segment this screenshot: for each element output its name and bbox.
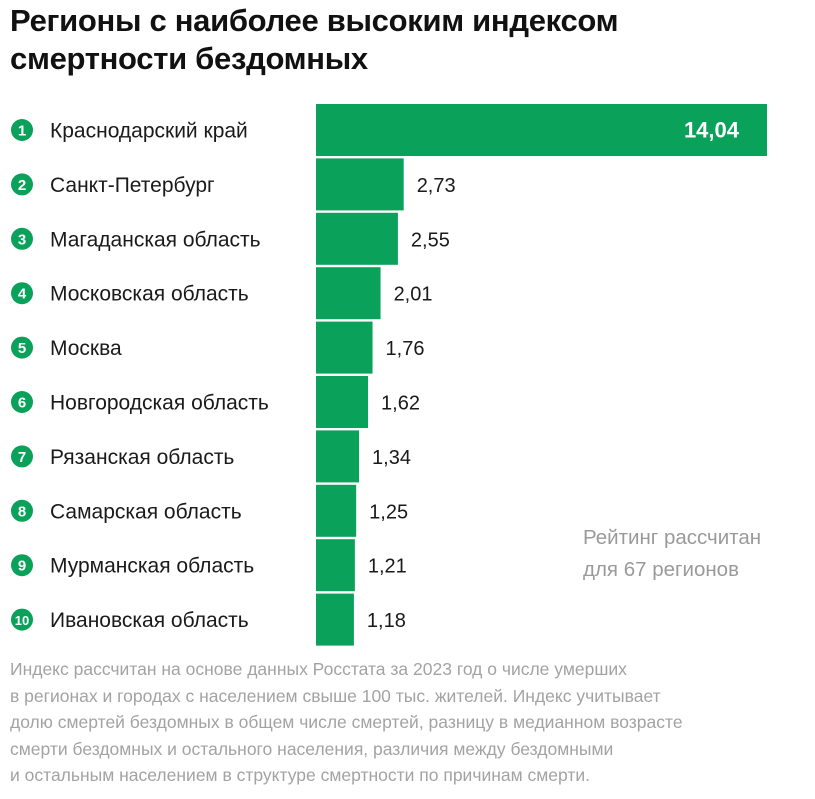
bar — [316, 593, 354, 646]
rank-number: 9 — [18, 558, 26, 575]
value-label: 2,01 — [394, 284, 433, 306]
rank-badge — [11, 554, 33, 577]
bar-row: 5 Москва 1,76 — [11, 321, 425, 374]
bar-row: 8 Самарская область 1,25 — [11, 484, 408, 537]
bar — [316, 430, 360, 483]
rank-number: 4 — [18, 286, 27, 303]
category-label: Новгородская область — [50, 392, 269, 415]
value-label: 1,25 — [369, 501, 408, 523]
bar-row: 10 Ивановская область 1,18 — [11, 593, 406, 646]
bar-row: 9 Мурманская область 1,21 — [11, 539, 407, 592]
category-label: Магаданская область — [50, 228, 261, 251]
bar — [316, 321, 373, 374]
ranking-note: Рейтинг рассчитан для 67 регионов — [583, 522, 808, 586]
bar — [316, 158, 404, 211]
category-label: Самарская область — [50, 500, 242, 523]
category-label: Ивановская область — [50, 609, 249, 632]
value-label: 1,62 — [381, 393, 420, 415]
category-label: Москва — [50, 337, 122, 360]
category-label: Мурманская область — [50, 555, 254, 578]
rank-badge — [11, 445, 33, 468]
bar-row: 7 Рязанская область 1,34 — [11, 430, 411, 483]
bar-row: 2 Санкт-Петербург 2,73 — [11, 158, 456, 211]
rank-number: 8 — [18, 503, 26, 520]
rank-number: 6 — [18, 395, 26, 412]
ranking-note-line-2: для 67 регионов — [583, 558, 739, 581]
methodology-footnote: Индекс рассчитан на основе данных Росста… — [10, 656, 810, 789]
footnote-line-1: Индекс рассчитан на основе данных Росста… — [10, 659, 627, 679]
rank-number: 7 — [18, 449, 26, 466]
ranking-note-line-1: Рейтинг рассчитан — [583, 526, 762, 549]
bar-row: 6 Новгородская область 1,62 — [11, 376, 420, 428]
category-label: Санкт-Петербург — [50, 174, 215, 197]
rank-number: 10 — [15, 613, 29, 628]
rank-number: 5 — [18, 340, 26, 357]
value-label: 1,18 — [367, 610, 406, 632]
rank-badge — [11, 336, 33, 359]
rank-number: 3 — [18, 231, 26, 248]
bar — [316, 267, 381, 320]
value-label: 2,73 — [417, 175, 456, 197]
footnote-line-3: долю смертей бездомных в общем числе сме… — [10, 712, 683, 732]
footnote-line-2: в регионах и городах с населением свыше … — [10, 685, 661, 706]
rank-badge — [11, 499, 33, 522]
chart-title-line-1: Регионы с наиболее высоким индексом — [10, 3, 619, 38]
bar-row: 3 Магаданская область 2,55 — [11, 212, 450, 265]
footnote-line-4: смерти бездомных и остального населения,… — [10, 738, 614, 759]
bar — [316, 539, 355, 592]
bar — [316, 376, 369, 428]
bar-row: 4 Московская область 2,01 — [11, 267, 433, 320]
value-label: 2,55 — [411, 229, 450, 251]
category-label: Московская область — [50, 283, 249, 306]
rank-badge — [11, 608, 33, 631]
rank-badge — [11, 391, 33, 413]
bar-chart: 1 Краснодарский край 14,04 2 Санкт-Петербург… — [11, 104, 767, 646]
value-label: 1,21 — [368, 556, 407, 578]
bar — [316, 104, 767, 156]
category-label: Краснодарский край — [50, 120, 248, 143]
chart-title-line-2: смертности бездомных — [10, 41, 368, 76]
rank-badge — [11, 173, 33, 196]
category-label: Рязанская область — [50, 446, 234, 469]
bar — [316, 484, 357, 537]
value-label: 1,34 — [372, 447, 411, 469]
rank-number: 1 — [18, 123, 26, 140]
rank-badge — [11, 119, 33, 141]
value-label: 1,76 — [386, 338, 425, 360]
rank-number: 2 — [18, 177, 26, 194]
chart-title: Регионы с наиболее высоким индексом смер… — [10, 2, 800, 78]
value-label: 14,04 — [684, 118, 740, 143]
bar — [316, 212, 398, 265]
rank-badge — [11, 227, 33, 250]
bar-row: 1 Краснодарский край 14,04 — [11, 104, 767, 156]
rank-badge — [11, 282, 33, 305]
footnote-line-5: и остальным населением в структуре смерт… — [10, 765, 591, 785]
